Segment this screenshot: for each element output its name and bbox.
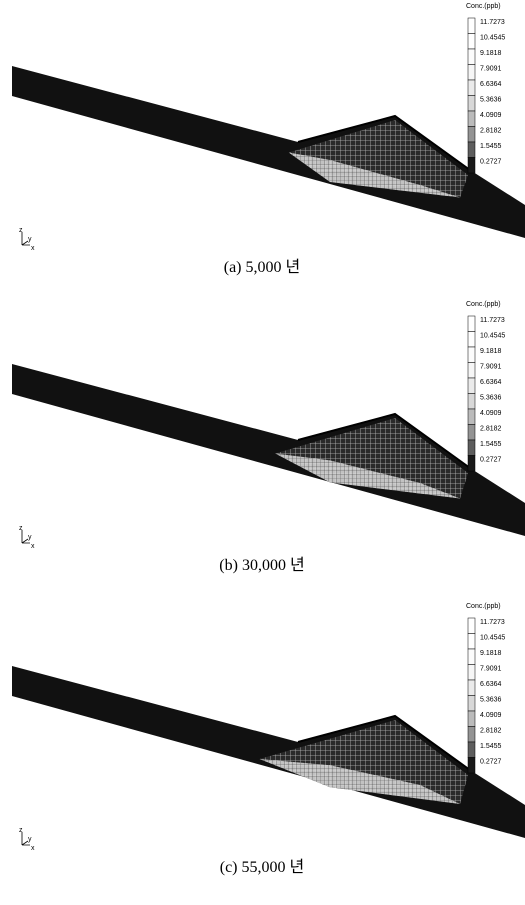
legend-label: 7.9091 [480, 665, 502, 672]
legend-swatch [468, 680, 475, 696]
legend-label: 1.5455 [480, 441, 502, 448]
axis-label: x [31, 543, 35, 550]
legend-swatch [468, 665, 475, 681]
legend-label: 6.6364 [480, 681, 502, 688]
legend-label: 2.8182 [480, 425, 502, 432]
legend-swatch [468, 618, 475, 634]
legend-swatch [468, 440, 475, 456]
legend-title: Conc.(ppb) [466, 3, 501, 10]
slab [12, 666, 525, 838]
legend-label: 0.2727 [480, 158, 502, 165]
legend-swatch [468, 425, 475, 441]
slab [12, 364, 525, 536]
legend-swatch [468, 394, 475, 410]
legend-label: 11.7273 [480, 317, 505, 324]
legend-swatch [468, 742, 475, 758]
legend-label: 6.6364 [480, 379, 502, 386]
legend-swatch [468, 142, 475, 158]
figure: Conc.(ppb) 11.7273 10.4545 9.1818 7.9091 6.63… [0, 0, 525, 905]
axis-label: z [19, 525, 23, 532]
legend-swatch [468, 649, 475, 665]
axis-label: z [19, 227, 23, 234]
legend-label: 1.5455 [480, 143, 502, 150]
legend-label: 0.2727 [480, 456, 502, 463]
legend-label: 9.1818 [480, 50, 502, 57]
axis-label: y [28, 236, 32, 243]
legend-label: 10.4545 [480, 332, 505, 339]
legend-swatch [468, 65, 475, 81]
legend-label: 10.4545 [480, 34, 505, 41]
legend-swatch [468, 127, 475, 143]
legend-title: Conc.(ppb) [466, 301, 501, 308]
axis-label: y [28, 534, 32, 541]
axis-label: y [28, 836, 32, 843]
legend-label: 5.3636 [480, 96, 502, 103]
legend-swatch [468, 711, 475, 727]
legend-label: 6.6364 [480, 81, 502, 88]
caption: (b) 30,000 년 [219, 556, 304, 574]
page: Conc.(ppb) 11.7273 10.4545 9.1818 7.9091 6.63… [0, 0, 525, 905]
slab [12, 66, 525, 238]
panel: Conc.(ppb) 11.7273 10.4545 9.1818 7.9091 6.63… [12, 301, 525, 574]
axis-label: z [19, 827, 23, 834]
legend-label: 11.7273 [480, 19, 505, 26]
panel: Conc.(ppb) 11.7273 10.4545 9.1818 7.9091 6.63… [12, 603, 525, 876]
legend-swatch [468, 409, 475, 425]
legend-swatch [468, 49, 475, 65]
legend-swatch [468, 316, 475, 332]
legend-swatch [468, 363, 475, 379]
caption: (a) 5,000 년 [224, 258, 300, 276]
legend-title: Conc.(ppb) [466, 603, 501, 610]
axis-label: x [31, 845, 35, 852]
legend-swatch [468, 378, 475, 394]
legend-swatch [468, 332, 475, 348]
legend-label: 7.9091 [480, 65, 502, 72]
legend-swatch [468, 634, 475, 650]
legend-swatch [468, 96, 475, 112]
legend-swatch [468, 347, 475, 363]
legend-swatch [468, 34, 475, 50]
legend-label: 4.0909 [480, 410, 502, 417]
legend-swatch [468, 727, 475, 743]
legend-label: 1.5455 [480, 743, 502, 750]
legend-label: 9.1818 [480, 650, 502, 657]
legend-label: 10.4545 [480, 634, 505, 641]
legend-label: 5.3636 [480, 394, 502, 401]
legend-swatch [468, 158, 475, 174]
legend-label: 5.3636 [480, 696, 502, 703]
legend-label: 2.8182 [480, 727, 502, 734]
legend-label: 4.0909 [480, 712, 502, 719]
legend-swatch [468, 111, 475, 127]
legend-swatch [468, 18, 475, 34]
legend-swatch [468, 80, 475, 96]
panel: Conc.(ppb) 11.7273 10.4545 9.1818 7.9091 6.63… [12, 3, 525, 276]
legend-label: 2.8182 [480, 127, 502, 134]
legend-label: 4.0909 [480, 112, 502, 119]
axis-label: x [31, 245, 35, 252]
legend-swatch [468, 758, 475, 774]
legend-label: 11.7273 [480, 619, 505, 626]
legend-label: 7.9091 [480, 363, 502, 370]
caption: (c) 55,000 년 [220, 858, 304, 876]
legend-label: 0.2727 [480, 758, 502, 765]
legend-label: 9.1818 [480, 348, 502, 355]
legend-swatch [468, 696, 475, 712]
legend-swatch [468, 456, 475, 472]
